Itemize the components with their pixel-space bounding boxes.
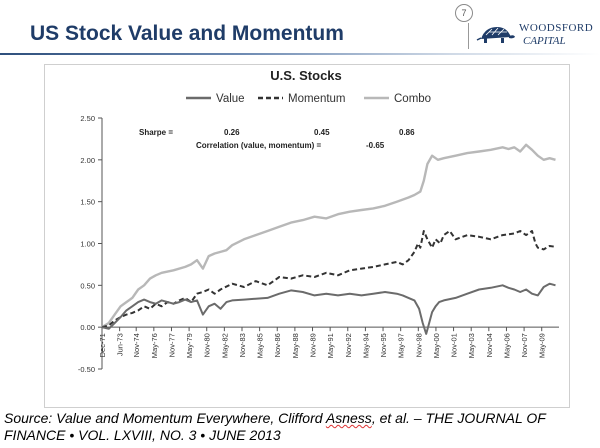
x-tick-label: May-79 <box>185 333 194 358</box>
tortoise-logo-icon <box>476 27 515 43</box>
series-line-momentum <box>101 230 556 329</box>
correlation-value: -0.65 <box>366 141 385 150</box>
chart-frame <box>44 64 570 408</box>
source-citation: Source: Value and Momentum Everywhere, C… <box>4 410 594 444</box>
source-text-1: Source: Value and Momentum Everywhere, C… <box>4 410 326 426</box>
y-tick-label: 2.00 <box>80 156 95 165</box>
x-tick-label: Nov-80 <box>203 333 212 357</box>
x-tick-label: Jun-73 <box>116 333 125 356</box>
x-tick-label: Nov-95 <box>379 333 388 357</box>
legend-label-value: Value <box>216 93 245 105</box>
x-tick-label: Nov-92 <box>344 333 353 357</box>
x-tick-label: Nov-98 <box>414 333 423 357</box>
slide-title: US Stock Value and Momentum <box>30 22 344 45</box>
series-line-combo <box>101 143 556 329</box>
x-tick-label: Nov-74 <box>132 333 141 357</box>
source-author: Asness <box>325 410 372 426</box>
x-tick-label: Nov-01 <box>450 333 459 357</box>
sharpe-label: Sharpe = <box>139 128 173 137</box>
x-tick-label: May-82 <box>220 333 229 358</box>
x-tick-label: May-91 <box>326 333 335 358</box>
page-number: 7 <box>455 4 473 22</box>
x-tick-label: Nov-83 <box>238 333 247 357</box>
legend-label-combo: Combo <box>394 93 431 105</box>
x-tick-label: Nov-89 <box>309 333 318 357</box>
x-tick-label: May-76 <box>150 333 159 358</box>
series-line-value <box>101 282 556 335</box>
x-tick-label: May-06 <box>502 333 511 358</box>
correlation-label: Correlation (value, momentum) = <box>196 141 321 150</box>
y-tick-label: -0.50 <box>78 365 95 374</box>
y-tick-label: 0.50 <box>80 281 95 290</box>
x-tick-label: May-09 <box>538 333 547 358</box>
x-tick-label: May-94 <box>361 333 370 358</box>
sharpe-value-combo: 0.86 <box>399 128 415 137</box>
y-tick-label: 1.00 <box>80 240 95 249</box>
x-tick-label: May-97 <box>397 333 406 358</box>
legend-label-momentum: Momentum <box>288 93 346 105</box>
brand-name: WOODSFORD CAPITAL <box>519 22 593 48</box>
x-tick-label: May-03 <box>467 333 476 358</box>
sharpe-value-momentum: 0.45 <box>314 128 330 137</box>
chart-title: U.S. Stocks <box>270 68 342 83</box>
x-tick-label: Nov-86 <box>273 333 282 357</box>
x-tick-label: May-00 <box>432 333 441 358</box>
x-tick-label: Dec-71 <box>98 333 107 357</box>
x-tick-label: May-88 <box>291 333 300 358</box>
line-chart: U.S. Stocks Value Momentum Combo -0.50 0.00 0.… <box>78 68 559 374</box>
x-tick-label: May-85 <box>256 333 265 358</box>
sharpe-value: 0.26 <box>224 128 240 137</box>
brand-line-2: CAPITAL <box>523 35 566 47</box>
source-text-2: , et al. – THE JOURNAL OF FINANCE • VOL.… <box>4 410 546 443</box>
x-tick-label: Nov-77 <box>167 333 176 357</box>
y-tick-label: 2.50 <box>80 114 95 123</box>
x-tick-label: Nov-07 <box>520 333 529 357</box>
y-tick-label: 0.00 <box>80 323 95 332</box>
title-rule <box>0 53 600 55</box>
brand-line-1: WOODSFORD <box>519 22 594 34</box>
x-tick-label: Nov-04 <box>485 333 494 357</box>
y-tick-label: 1.50 <box>80 198 95 207</box>
logo-divider <box>468 23 469 49</box>
